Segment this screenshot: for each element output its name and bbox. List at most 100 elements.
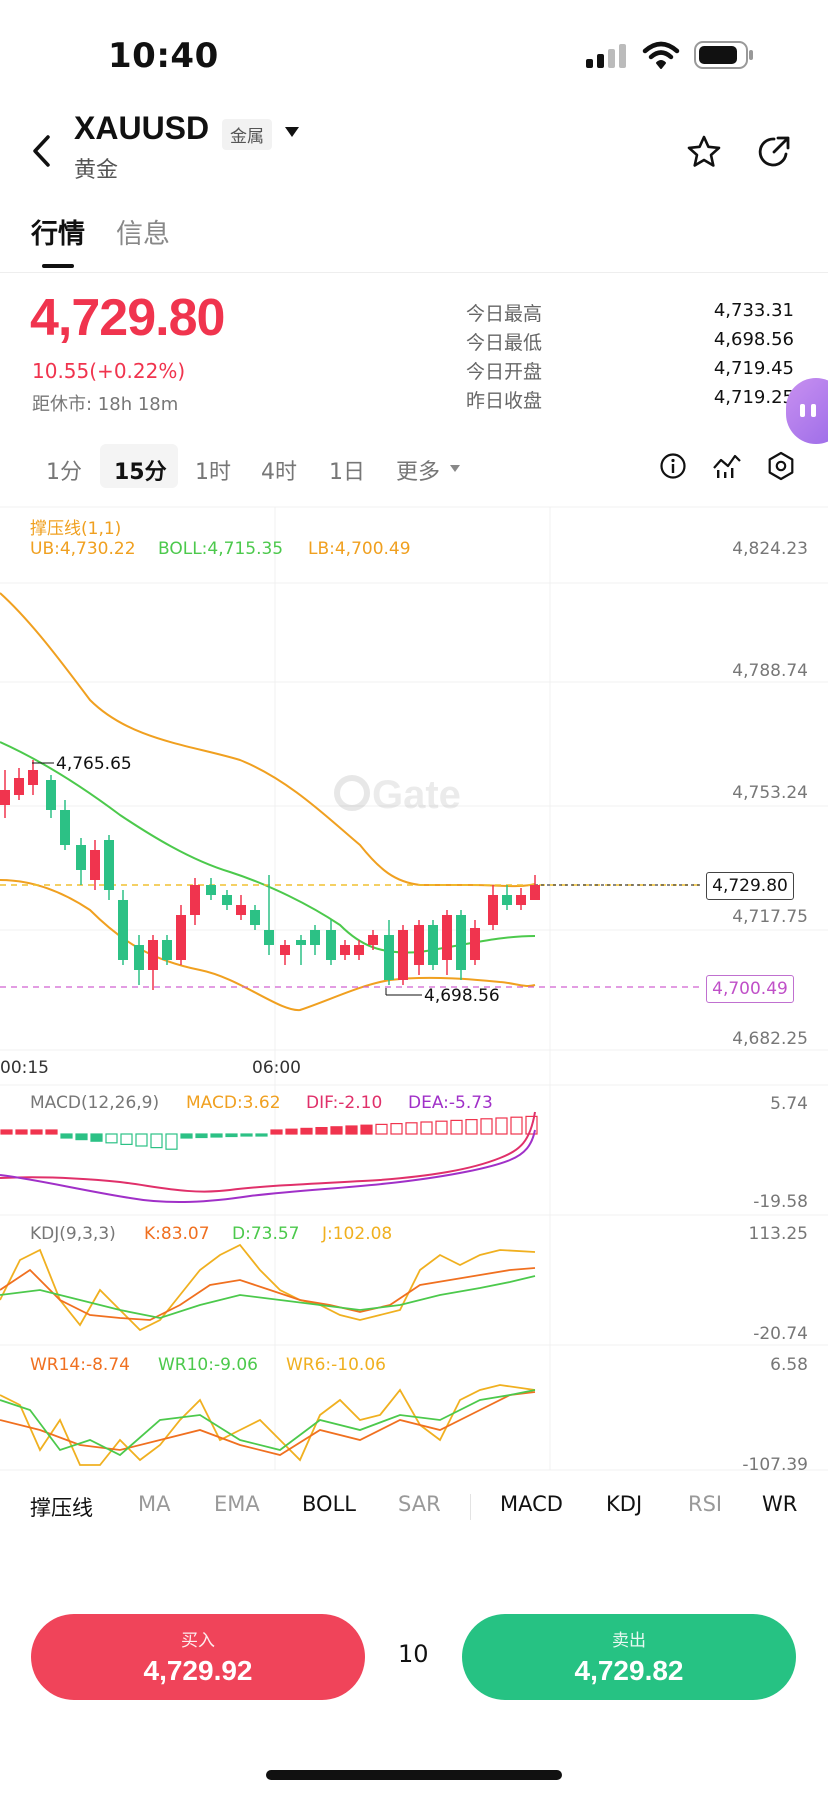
home-indicator[interactable] bbox=[266, 1770, 562, 1780]
candle-body bbox=[310, 930, 320, 945]
caret-down-icon[interactable] bbox=[284, 126, 300, 138]
macd-bar bbox=[465, 1118, 478, 1135]
category-badge: 金属 bbox=[222, 119, 272, 150]
settings-icon[interactable] bbox=[766, 451, 796, 481]
timeframe-1m[interactable]: 1分 bbox=[46, 460, 82, 485]
indicator-tab-boll[interactable]: BOLL bbox=[302, 1492, 356, 1516]
wifi-icon bbox=[642, 41, 680, 69]
axis-label: 4,824.23 bbox=[732, 539, 808, 559]
candle-body bbox=[516, 895, 526, 905]
macd-legend-dif: DIF:-2.10 bbox=[306, 1093, 383, 1113]
wr-axis-label: -107.39 bbox=[742, 1455, 808, 1475]
macd-bar bbox=[345, 1125, 358, 1135]
timeframe-more[interactable]: 更多 bbox=[396, 460, 441, 485]
macd-bar bbox=[360, 1124, 373, 1135]
candle-body bbox=[134, 945, 144, 970]
macd-bar bbox=[435, 1120, 448, 1135]
tab-underline bbox=[42, 264, 74, 268]
lb-price-tag: 4,700.49 bbox=[706, 975, 794, 1003]
dea-line bbox=[0, 1129, 536, 1204]
axis-label: 4,682.25 bbox=[732, 1029, 808, 1049]
timeframe-15m[interactable]: 15分 bbox=[114, 460, 167, 485]
candlestick-chart[interactable]: Gate 4,765.65 4,698.56 bbox=[0, 500, 828, 1480]
dif-line bbox=[0, 1111, 536, 1193]
legend-boll: BOLL:4,715.35 bbox=[158, 539, 284, 559]
candle-body bbox=[60, 810, 70, 845]
wr-legend-14: WR14:-8.74 bbox=[30, 1355, 130, 1375]
macd-bar bbox=[75, 1133, 88, 1141]
indicator-icon[interactable] bbox=[712, 452, 742, 480]
candle-body bbox=[280, 945, 290, 955]
macd-bar bbox=[495, 1117, 508, 1135]
macd-bar bbox=[270, 1129, 283, 1135]
candle-body bbox=[148, 940, 158, 970]
macd-bar bbox=[135, 1133, 148, 1147]
floating-chat-bubble[interactable] bbox=[786, 378, 828, 444]
macd-bar bbox=[30, 1129, 43, 1135]
indicator-tab-rsi[interactable]: RSI bbox=[688, 1492, 723, 1516]
macd-legend-title: MACD(12,26,9) bbox=[30, 1093, 160, 1113]
high-marker-label: 4,765.65 bbox=[56, 754, 132, 774]
kdj-j-line bbox=[0, 1243, 536, 1332]
candle-body bbox=[162, 940, 172, 960]
candle-body bbox=[14, 778, 24, 795]
watermark-text: Gate bbox=[372, 773, 461, 817]
tab-info[interactable]: 信息 bbox=[116, 219, 170, 250]
timeframe-1h[interactable]: 1时 bbox=[195, 460, 231, 485]
kdj-legend-k: K:83.07 bbox=[144, 1224, 210, 1244]
buy-button[interactable]: 买入 4,729.92 bbox=[31, 1614, 365, 1700]
macd-bar bbox=[15, 1129, 28, 1135]
symbol-title[interactable]: XAUUSD bbox=[74, 110, 210, 146]
macd-bar bbox=[390, 1122, 403, 1135]
candle-body bbox=[470, 928, 480, 960]
candle-body bbox=[530, 885, 540, 900]
candle-body bbox=[250, 910, 260, 925]
candle-body bbox=[90, 850, 100, 880]
candle-body bbox=[456, 915, 466, 970]
candle-body bbox=[442, 915, 452, 960]
timeframe-1d[interactable]: 1日 bbox=[329, 460, 365, 485]
kdj-legend-d: D:73.57 bbox=[232, 1224, 300, 1244]
stat-value-open: 4,719.45 bbox=[713, 358, 794, 379]
macd-bar bbox=[195, 1133, 208, 1139]
macd-bar bbox=[105, 1133, 118, 1144]
indicator-tab-ma[interactable]: MA bbox=[138, 1492, 171, 1516]
macd-bar bbox=[120, 1133, 133, 1145]
battery-icon bbox=[694, 41, 753, 69]
macd-bar bbox=[450, 1119, 463, 1135]
macd-axis-label: 5.74 bbox=[770, 1094, 808, 1114]
caret-down-icon[interactable] bbox=[450, 465, 460, 472]
indicator-tab-ema[interactable]: EMA bbox=[214, 1492, 260, 1516]
sell-button[interactable]: 卖出 4,729.82 bbox=[462, 1614, 796, 1700]
candle-body bbox=[428, 925, 438, 965]
buy-price: 4,729.92 bbox=[143, 1655, 253, 1686]
stat-value-low: 4,698.56 bbox=[713, 329, 794, 350]
candle-body bbox=[414, 925, 424, 965]
indicator-tab-wr[interactable]: WR bbox=[762, 1492, 798, 1516]
indicator-tab-sar[interactable]: SAR bbox=[398, 1492, 441, 1516]
current-price-tag: 4,729.80 bbox=[706, 872, 794, 900]
star-icon[interactable] bbox=[686, 134, 722, 170]
macd-bar bbox=[210, 1133, 223, 1138]
macd-bar bbox=[225, 1133, 238, 1138]
price-change: 10.55(+0.22%) bbox=[32, 359, 186, 383]
candle-body bbox=[206, 885, 216, 895]
candle-body bbox=[0, 790, 10, 805]
macd-bar bbox=[375, 1123, 388, 1135]
timeframe-4h[interactable]: 4时 bbox=[261, 460, 297, 485]
back-icon[interactable] bbox=[30, 134, 54, 168]
tab-market[interactable]: 行情 bbox=[31, 219, 85, 250]
sell-label: 卖出 bbox=[612, 1631, 646, 1651]
info-icon[interactable] bbox=[659, 452, 687, 480]
macd-bar bbox=[330, 1126, 343, 1135]
axis-label: 4,753.24 bbox=[732, 783, 808, 803]
indicator-tab-kdj[interactable]: KDJ bbox=[606, 1492, 643, 1516]
trade-quantity[interactable]: 10 bbox=[398, 1640, 429, 1668]
indicator-tab-support-resistance[interactable]: 撑压线 bbox=[30, 1496, 93, 1520]
candle-body bbox=[190, 885, 200, 915]
timeframe-active-bg bbox=[100, 444, 178, 488]
share-icon[interactable] bbox=[756, 134, 792, 170]
indicator-tab-macd[interactable]: MACD bbox=[500, 1492, 563, 1516]
divider bbox=[0, 272, 828, 273]
macd-bar bbox=[165, 1133, 178, 1150]
